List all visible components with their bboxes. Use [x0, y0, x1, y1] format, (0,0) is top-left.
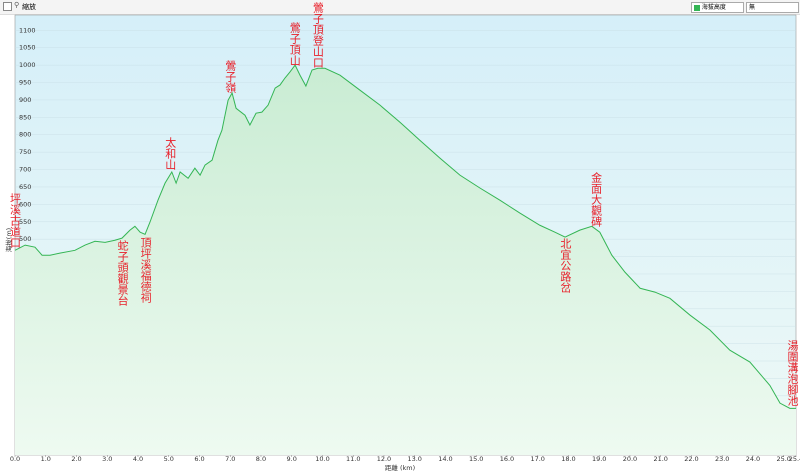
y-tick-label: 500	[19, 235, 31, 243]
x-tick-label: 3.0	[102, 455, 112, 463]
annotation: 鶯子頂登山口	[311, 2, 325, 68]
x-tick-label: 14.0	[438, 455, 452, 463]
y-tick-label: 900	[19, 96, 31, 104]
x-tick-label: 8.0	[256, 455, 266, 463]
y-tick-label: 600	[19, 200, 31, 208]
legend-swatch	[694, 4, 700, 11]
overlay-label: 無	[749, 4, 756, 11]
toolbar: ⚲ 縮放 海拔高度 無	[0, 0, 800, 15]
x-tick-label: 15.0	[469, 455, 483, 463]
y-tick-label: 800	[19, 131, 31, 139]
y-tick-label: 700	[19, 166, 31, 174]
annotation: 鶯子嶺	[223, 60, 237, 93]
y-tick-label: 1050	[19, 44, 36, 52]
y-tick-label: 750	[19, 148, 31, 156]
x-tick-label: 1.0	[41, 455, 51, 463]
x-tick-label: 0.0	[10, 455, 20, 463]
x-tick-label: 25.0	[776, 455, 790, 463]
x-tick-label: 23.0	[715, 455, 729, 463]
zoom-checkbox[interactable]	[3, 2, 12, 11]
annotation: 湯圍溝泡腳池	[786, 340, 799, 406]
x-tick-label: 12.0	[377, 455, 391, 463]
legend-label: 海拔高度	[701, 4, 726, 11]
y-tick-label: 1100	[19, 26, 36, 34]
x-tick-label: 10.0	[315, 455, 329, 463]
annotation: 鶯子頂山	[288, 22, 302, 66]
series-select[interactable]: 海拔高度	[691, 2, 744, 13]
elevation-line	[14, 64, 796, 409]
x-tick-label: 18.0	[561, 455, 575, 463]
x-tick-label: 6.0	[194, 455, 204, 463]
y-tick-label: 650	[19, 183, 31, 191]
x-axis-label: 距離 (km)	[385, 463, 415, 472]
x-tick-label: 21.0	[653, 455, 667, 463]
x-tick-label: 16.0	[500, 455, 514, 463]
y-axis-label: 海拔(m)	[4, 228, 13, 252]
y-tick-label: 1000	[19, 61, 36, 69]
annotation: 蛇子頭觀景台	[116, 240, 130, 306]
x-tick-label: 17.0	[530, 455, 544, 463]
x-tick-label: 20.0	[623, 455, 637, 463]
area-fill	[15, 65, 796, 455]
x-tick-label: 22.0	[684, 455, 698, 463]
x-tick-label: 25.4	[789, 455, 800, 463]
x-tick-label: 4.0	[133, 455, 143, 463]
x-tick-label: 11.0	[346, 455, 360, 463]
x-tick-label: 24.0	[746, 455, 760, 463]
x-tick-label: 2.0	[71, 455, 81, 463]
zoom-label[interactable]: 縮放	[22, 3, 36, 11]
x-tick-label: 7.0	[225, 455, 235, 463]
x-tick-label: 5.0	[164, 455, 174, 463]
y-tick-label: 550	[19, 218, 31, 226]
x-tick-label: 19.0	[592, 455, 606, 463]
y-tick-label: 950	[19, 79, 31, 87]
annotation: 頂坪溪福德祠	[139, 237, 153, 303]
annotation: 太和山	[163, 137, 177, 170]
x-tick-label: 13.0	[407, 455, 421, 463]
annotation: 金面大觀碑	[589, 172, 603, 227]
zoom-icon: ⚲	[14, 1, 20, 9]
y-tick-label: 850	[19, 113, 31, 121]
annotation: 北宜公路岔	[558, 238, 572, 293]
x-tick-label: 9.0	[287, 455, 297, 463]
annotation: 坪溪古道口	[8, 193, 22, 248]
overlay-select[interactable]: 無	[746, 2, 799, 13]
